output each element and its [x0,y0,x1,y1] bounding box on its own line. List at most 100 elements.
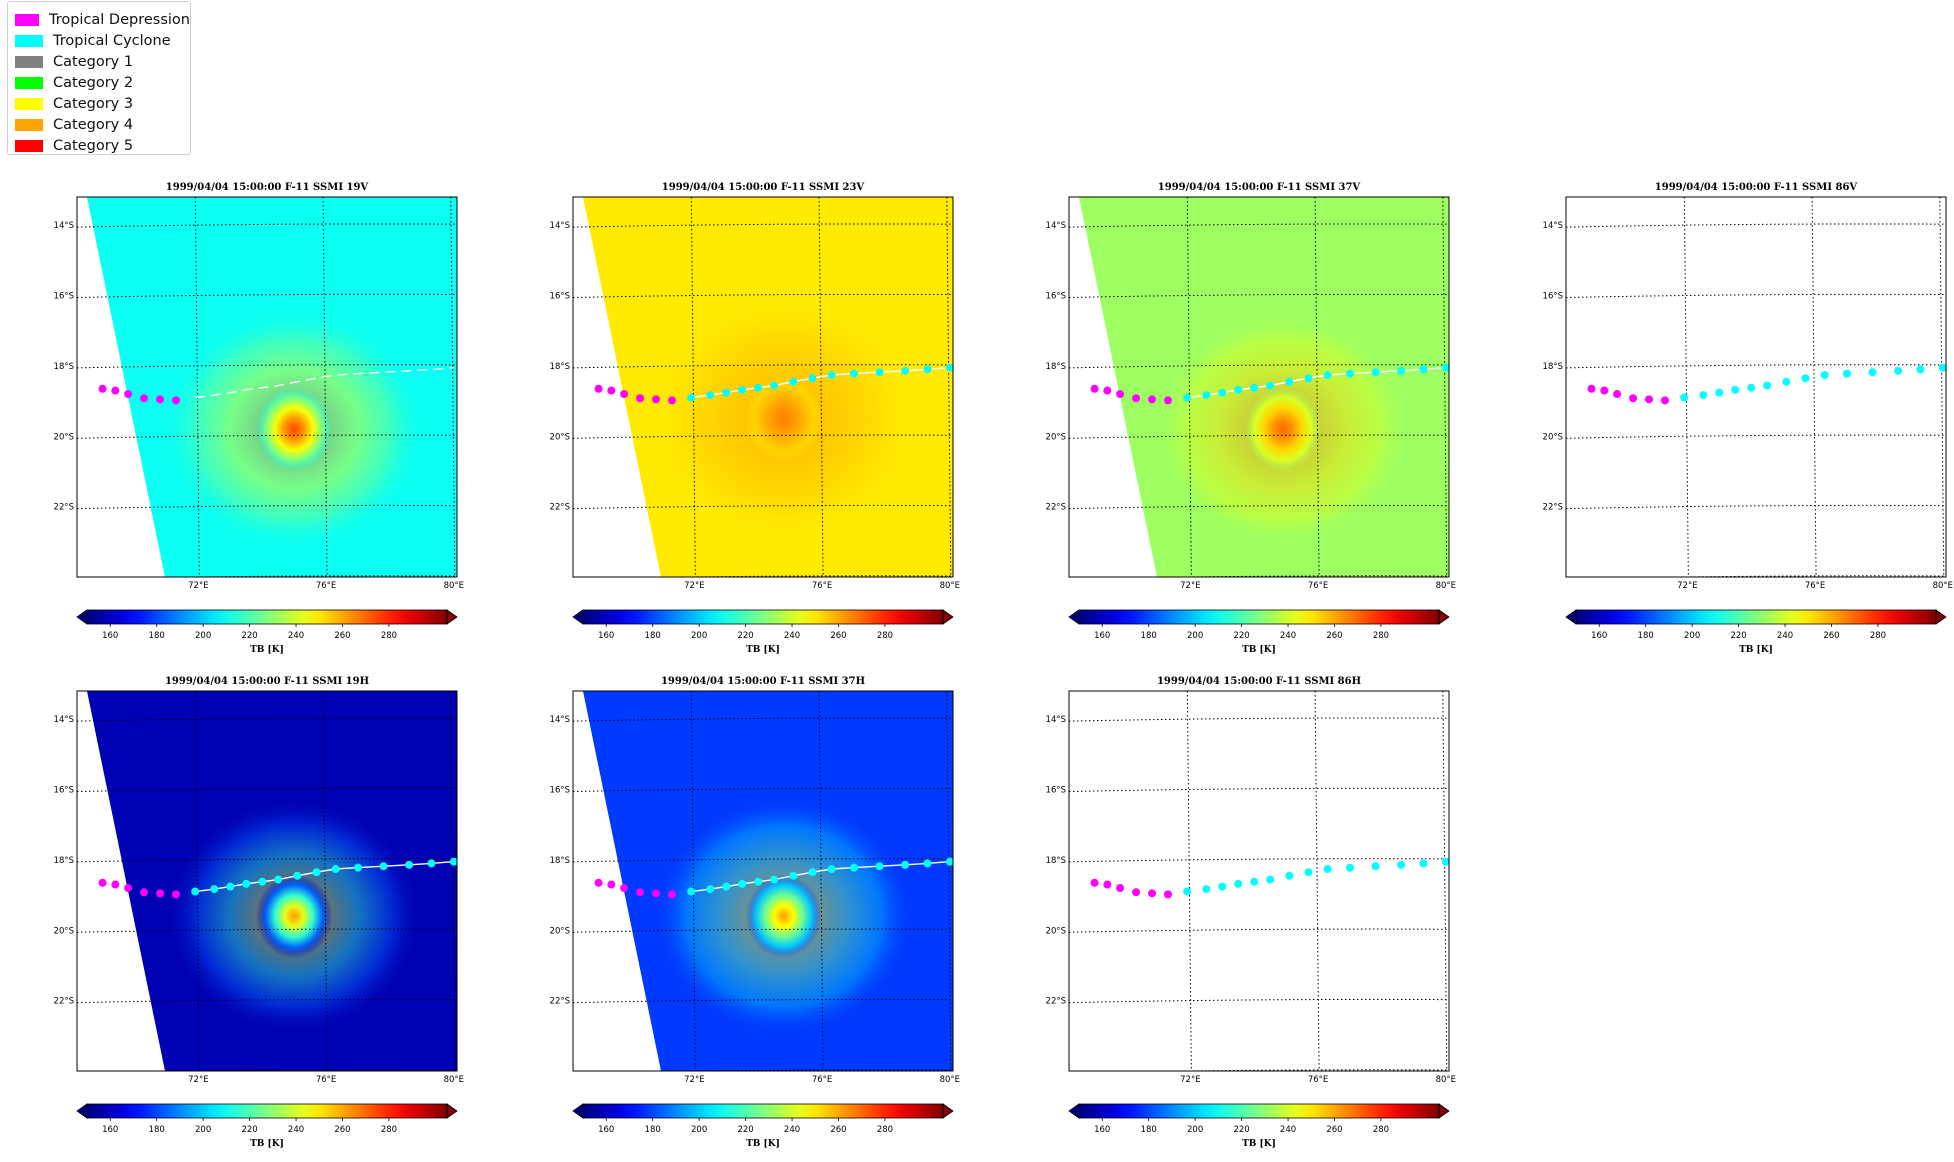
track-point [875,862,884,871]
track-point [1938,363,1946,372]
colorbar-tick-label: 240 [288,1125,304,1135]
tb-field [87,197,457,577]
colorbar-max-arrow [942,1103,954,1119]
track-point [636,394,645,403]
track-point [191,887,200,896]
colorbar-tick-label: 200 [195,1125,211,1135]
colorbar-tick-label: 200 [1187,631,1203,641]
track-point [1660,396,1669,405]
colorbar-tick-label: 280 [381,631,397,641]
lat-tick-label: 18°S [550,362,570,372]
colorbar-tick-label: 180 [149,631,165,641]
lon-tick-label: 76°E [1308,1075,1328,1085]
track-point [1801,374,1810,383]
track-point [722,388,731,397]
colorbar-tick-label: 160 [598,631,614,641]
meridian-line [194,197,200,577]
lat-tick-label: 18°S [550,856,570,866]
parallel-line [77,293,457,299]
track-point [1441,363,1449,372]
meridian-line [194,691,200,1071]
map-frame [1068,690,1450,1072]
colorbar-label: TB [K] [250,645,284,655]
colorbar-tick-label: 240 [1280,1125,1296,1135]
lat-tick-label: 20°S [1046,926,1066,936]
panel-title: 1999/04/04 15:00:00 F-11 SSMI 86H [1157,676,1361,687]
track-markers [594,857,953,899]
map-frame [572,690,954,1072]
track-point [901,860,910,869]
lon-tick-label: 80°E [1436,581,1456,591]
track-point [754,877,763,886]
legend-item: Tropical Depression [15,9,190,30]
track-point [620,390,629,399]
lat-tick-label: 22°S [54,503,74,513]
map-frame [1068,196,1450,578]
colorbar-frame [86,1103,448,1119]
track-point [636,888,645,897]
lon-tick-label: 72°E [1677,581,1697,591]
parallel-line [1069,223,1449,228]
colorbar: 160 180 200 220 240 260 280 TB [K] [572,609,954,655]
parallel-line [1566,223,1946,228]
lat-tick-label: 22°S [1543,503,1563,513]
lon-tick-label: 72°E [1180,581,1200,591]
track-point [789,871,798,880]
lat-tick-label: 14°S [54,221,74,231]
track-point [1234,879,1243,888]
parallel-line [573,504,953,510]
colorbar-fill [1079,610,1439,624]
tb-core [745,376,822,461]
lat-tick-label: 18°S [1543,362,1563,372]
parallel-line [77,364,457,369]
parallel-line [1566,293,1946,299]
colorbar-max-arrow [446,609,458,625]
lon-tick-label: 80°E [1436,1075,1456,1085]
colorbar-tick-label: 180 [1141,631,1157,641]
colorbar-label: TB [K] [1242,1139,1276,1149]
track-point [923,859,932,868]
colorbar-tick-label: 220 [241,631,257,641]
parallel-line [573,787,953,793]
lon-tick-label: 72°E [684,581,704,591]
meridian-line [690,197,696,577]
lon-tick-label: 80°E [1933,581,1953,591]
track-point [706,391,715,400]
track-point [258,877,267,886]
tb-core [1244,387,1321,472]
tb-core [256,387,333,472]
lon-tick-label: 76°E [316,1075,336,1085]
legend-swatch [15,118,43,131]
track-point [242,879,251,888]
lon-tick-label: 80°E [940,581,960,591]
lat-tick-label: 16°S [54,786,74,796]
colorbar-tick-label: 180 [1638,631,1654,641]
legend-label: Category 4 [53,116,134,133]
track-point [1183,393,1192,402]
track-point [594,384,603,393]
parallel-line [655,1069,953,1071]
colorbar-min-arrow [76,609,88,625]
track-point [1645,395,1654,404]
parallel-line [1151,1069,1449,1071]
legend-label: Category 5 [53,137,134,154]
graticule [573,197,953,577]
track-line [195,366,454,399]
track-point [156,395,165,404]
track-point [124,884,133,893]
legend-swatch [15,76,43,89]
colorbar-tick-label: 240 [784,631,800,641]
colorbar-tick-label: 200 [1187,1125,1203,1135]
colorbar-tick-label: 260 [1326,631,1342,641]
colorbar-tick-label: 280 [877,1125,893,1135]
tb-core [745,874,822,959]
track-point [1304,374,1313,383]
legend-item: Category 3 [15,93,190,114]
track-point [1699,391,1708,400]
lat-tick-label: 16°S [550,786,570,796]
panel-title: 1999/04/04 15:00:00 F-11 SSMI 19V [166,182,369,193]
meridian-line [1314,197,1320,577]
track-point [1613,390,1622,399]
colorbar-max-arrow [446,1103,458,1119]
meridian-line [1186,197,1192,577]
